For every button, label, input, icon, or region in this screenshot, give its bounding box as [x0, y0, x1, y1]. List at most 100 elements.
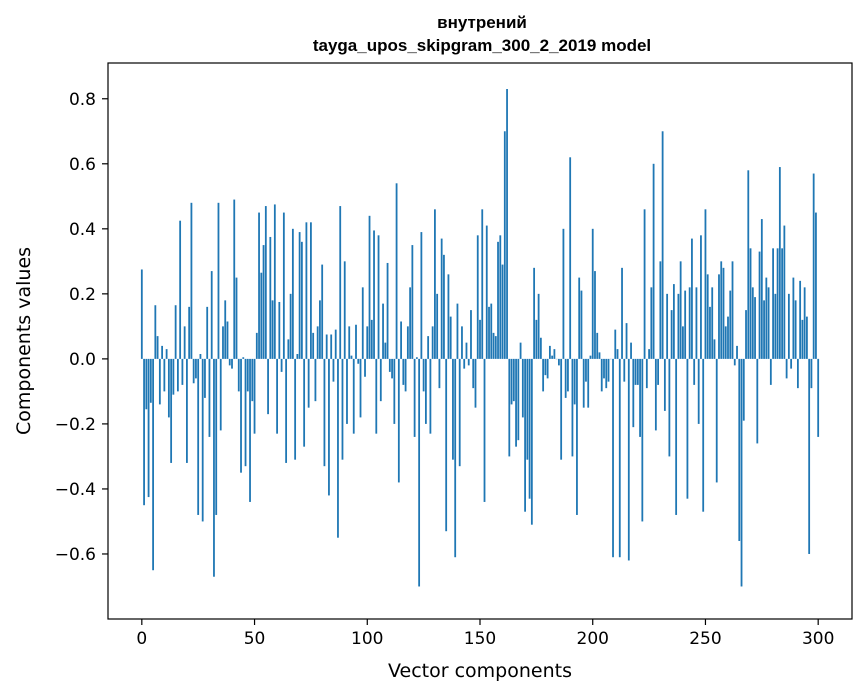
chart-title-line2: tayga_upos_skipgram_300_2_2019 model	[313, 36, 651, 55]
bar-226	[650, 287, 653, 359]
bar-273	[756, 358, 759, 444]
bar-182	[551, 355, 554, 359]
bar-145	[467, 358, 470, 366]
bar-244	[691, 238, 693, 359]
bar-71	[300, 241, 303, 359]
bar-253	[711, 287, 714, 359]
bar-6	[154, 305, 157, 359]
bar-98	[361, 287, 364, 359]
y-tick-label-2: −0.2	[55, 415, 96, 435]
bar-90	[343, 261, 346, 359]
bar-261	[729, 290, 732, 359]
bar-76	[312, 332, 315, 359]
bar-109	[386, 262, 389, 359]
bar-122	[415, 357, 418, 359]
bar-77	[314, 358, 317, 402]
bar-274	[758, 251, 761, 359]
bar-15	[174, 305, 177, 359]
bar-254	[713, 339, 716, 359]
bar-42	[235, 277, 238, 359]
bar-0	[140, 269, 143, 359]
bar-173	[530, 358, 533, 525]
bar-140	[456, 303, 459, 359]
bar-118	[406, 326, 409, 359]
bar-13	[170, 358, 173, 463]
bar-47	[246, 358, 249, 392]
bar-258	[722, 267, 725, 359]
bar-247	[697, 358, 700, 424]
bar-46	[244, 358, 247, 467]
bar-121	[413, 358, 416, 437]
y-tick-label-6: 0.6	[69, 155, 96, 175]
bar-142	[461, 326, 463, 359]
bar-198	[587, 358, 590, 408]
bar-245	[693, 358, 696, 385]
bar-101	[368, 215, 371, 359]
bar-158	[497, 241, 499, 359]
bar-70	[298, 232, 301, 359]
bar-137	[449, 316, 452, 359]
bar-75	[310, 222, 312, 359]
bar-110	[388, 358, 391, 372]
bar-163	[508, 358, 511, 457]
bar-165	[512, 358, 515, 402]
bar-5	[152, 358, 154, 571]
bar-27	[201, 358, 204, 522]
bars-group	[140, 89, 820, 587]
bar-63	[282, 212, 285, 359]
bar-292	[799, 280, 802, 359]
bar-111	[391, 358, 393, 379]
bar-147	[472, 358, 475, 389]
bar-95	[355, 324, 357, 359]
bar-268	[745, 310, 747, 359]
bar-131	[436, 293, 439, 359]
bar-153	[485, 225, 488, 359]
bar-190	[569, 157, 572, 359]
bar-192	[573, 358, 576, 405]
bar-175	[535, 319, 538, 359]
bar-260	[727, 316, 729, 359]
bar-59	[273, 204, 276, 359]
bar-83	[328, 358, 330, 496]
bar-117	[404, 358, 407, 392]
bar-239	[679, 261, 682, 359]
bar-201	[594, 271, 596, 359]
x-tick-label-3: 150	[464, 629, 496, 649]
bar-266	[740, 358, 743, 587]
bar-168	[519, 342, 522, 359]
bar-272	[754, 297, 756, 359]
bar-149	[476, 235, 479, 359]
bar-116	[402, 358, 405, 385]
bar-67	[291, 228, 294, 359]
bar-233	[666, 293, 669, 359]
bar-144	[465, 342, 468, 359]
bar-229	[657, 358, 660, 385]
bar-236	[672, 284, 675, 359]
bar-125	[422, 358, 425, 392]
bar-43	[237, 358, 240, 392]
bar-97	[359, 358, 362, 418]
bar-3	[147, 358, 150, 498]
bar-205	[603, 358, 605, 379]
bar-48	[249, 358, 251, 502]
bar-241	[684, 290, 687, 359]
bar-221	[639, 358, 641, 437]
bar-212	[618, 358, 621, 558]
bar-10	[163, 358, 166, 392]
bar-56	[267, 358, 269, 415]
y-tick-label-4: 0.2	[69, 285, 96, 305]
bar-103	[373, 230, 375, 359]
bar-281	[774, 293, 777, 359]
bar-86	[334, 329, 337, 359]
bar-211	[616, 349, 619, 359]
bar-169	[521, 358, 524, 418]
bar-107	[382, 303, 384, 359]
bar-177	[539, 337, 542, 359]
bar-69	[296, 354, 299, 359]
bar-8	[158, 358, 161, 405]
bar-259	[724, 326, 727, 359]
bar-139	[454, 358, 457, 558]
bar-179	[544, 358, 547, 376]
bar-255	[715, 358, 718, 483]
bar-166	[515, 358, 517, 447]
